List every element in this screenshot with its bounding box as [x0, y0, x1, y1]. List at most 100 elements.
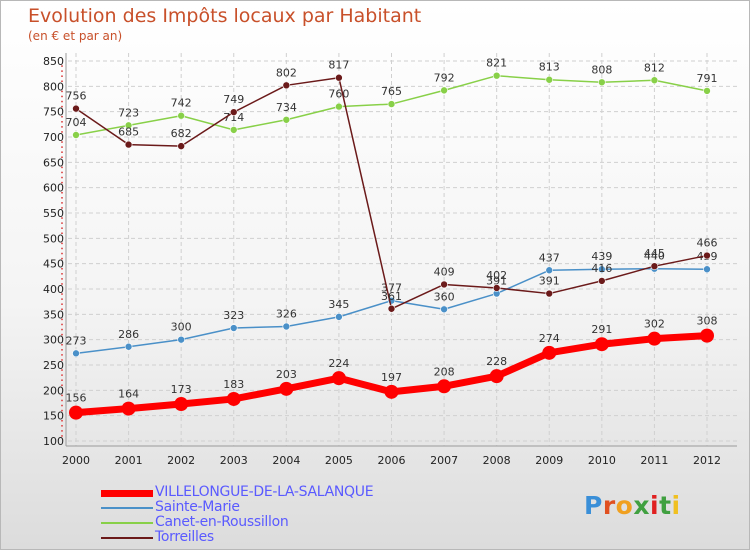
chart-title: Evolution des Impôts locaux par Habitant: [28, 5, 422, 27]
data-label-sainte-marie: 323: [223, 309, 244, 322]
data-label-canet-en-roussillon: 792: [434, 71, 455, 84]
y-tick-label: 600: [43, 182, 64, 195]
y-tick-label: 700: [43, 131, 64, 144]
data-label-sainte-marie: 440: [644, 250, 665, 263]
logo-letter: i: [650, 491, 660, 520]
data-label-villelongue-de-la-salanque: 302: [644, 318, 665, 331]
data-label-villelongue-de-la-salanque: 291: [591, 323, 612, 336]
legend-swatch: [101, 489, 153, 497]
data-label-sainte-marie: 437: [539, 251, 560, 264]
x-tick-label: 2003: [220, 454, 248, 467]
data-point-torreilles: [440, 280, 448, 289]
logo-letter: x: [633, 491, 650, 520]
data-label-canet-en-roussillon: 812: [644, 61, 665, 74]
data-label-torreilles: 445: [644, 247, 665, 260]
data-point-villelongue-de-la-salanque: [384, 384, 399, 399]
data-label-sainte-marie: 273: [66, 334, 87, 347]
logo-letter: r: [602, 491, 616, 520]
data-point-sainte-marie: [282, 322, 291, 331]
data-point-villelongue-de-la-salanque: [594, 337, 609, 352]
data-label-sainte-marie: 439: [591, 250, 612, 263]
chart-subtitle: (en € et par an): [28, 29, 123, 43]
line-chart: 1001502002503003504004505005506006507007…: [43, 53, 737, 467]
data-label-torreilles: 416: [591, 262, 612, 275]
data-label-villelongue-de-la-salanque: 164: [118, 388, 139, 401]
x-tick-label: 2012: [693, 454, 721, 467]
data-point-canet-en-roussillon: [335, 102, 343, 111]
data-point-sainte-marie: [229, 324, 238, 332]
data-point-canet-en-roussillon: [703, 87, 711, 95]
data-label-villelongue-de-la-salanque: 203: [276, 368, 297, 381]
data-label-canet-en-roussillon: 742: [171, 97, 192, 110]
data-label-villelongue-de-la-salanque: 156: [66, 392, 87, 405]
data-label-torreilles: 685: [118, 126, 139, 139]
y-tick-label: 200: [43, 384, 64, 397]
data-point-canet-en-roussillon: [440, 86, 448, 95]
data-point-villelongue-de-la-salanque: [331, 371, 346, 386]
data-point-torreilles: [492, 284, 501, 292]
data-label-torreilles: 817: [328, 59, 349, 72]
data-point-torreilles: [650, 262, 659, 271]
data-point-sainte-marie: [598, 265, 606, 274]
data-label-canet-en-roussillon: 734: [276, 101, 297, 114]
x-tick-label: 2001: [115, 454, 143, 467]
data-label-canet-en-roussillon: 808: [591, 63, 612, 76]
data-label-sainte-marie: 286: [118, 328, 139, 341]
data-label-canet-en-roussillon: 821: [486, 57, 507, 70]
logo-letter: o: [615, 491, 634, 520]
data-point-sainte-marie: [545, 266, 554, 275]
data-label-torreilles: 749: [223, 93, 244, 106]
data-point-canet-en-roussillon: [282, 115, 291, 124]
logo-letter: i: [671, 491, 681, 520]
data-label-torreilles: 391: [539, 275, 560, 288]
data-label-torreilles: 409: [434, 265, 455, 278]
data-point-torreilles: [229, 108, 238, 116]
data-label-sainte-marie: 391: [486, 275, 507, 288]
y-tick-label: 150: [43, 410, 64, 423]
legend-swatch: [101, 522, 153, 524]
data-label-sainte-marie: 300: [171, 321, 192, 334]
x-tick-label: 2009: [535, 454, 563, 467]
data-label-canet-en-roussillon: 714: [223, 111, 244, 124]
data-label-canet-en-roussillon: 723: [118, 106, 139, 119]
y-tick-label: 850: [43, 55, 64, 68]
y-tick-label: 300: [43, 334, 64, 347]
data-point-villelongue-de-la-salanque: [647, 331, 662, 346]
data-label-torreilles: 402: [486, 269, 507, 282]
y-tick-label: 750: [43, 106, 64, 119]
data-point-villelongue-de-la-salanque: [279, 381, 294, 396]
data-point-villelongue-de-la-salanque: [437, 379, 452, 394]
y-tick-label: 350: [43, 308, 64, 321]
y-tick-label: 100: [43, 435, 64, 448]
data-label-villelongue-de-la-salanque: 197: [381, 371, 402, 384]
data-point-canet-en-roussillon: [72, 131, 80, 139]
data-point-torreilles: [177, 142, 185, 150]
data-label-torreilles: 756: [66, 90, 87, 103]
legend-swatch: [101, 507, 153, 509]
data-point-villelongue-de-la-salanque: [226, 391, 241, 406]
data-label-villelongue-de-la-salanque: 208: [434, 365, 455, 378]
x-tick-label: 2008: [483, 454, 511, 467]
data-point-torreilles: [282, 81, 291, 90]
data-point-torreilles: [72, 104, 80, 113]
data-label-canet-en-roussillon: 704: [66, 116, 87, 129]
data-point-sainte-marie: [703, 265, 711, 274]
data-point-canet-en-roussillon: [650, 76, 659, 85]
data-point-canet-en-roussillon: [492, 71, 501, 80]
x-tick-label: 2005: [325, 454, 353, 467]
y-tick-label: 550: [43, 207, 64, 220]
y-tick-label: 450: [43, 258, 64, 271]
data-label-sainte-marie: 326: [276, 307, 297, 320]
data-point-canet-en-roussillon: [545, 75, 554, 84]
data-point-sainte-marie: [335, 313, 343, 321]
data-point-villelongue-de-la-salanque: [174, 397, 189, 412]
legend-swatch: [101, 537, 153, 539]
data-label-villelongue-de-la-salanque: 274: [539, 332, 560, 345]
data-label-villelongue-de-la-salanque: 308: [697, 315, 718, 328]
data-point-villelongue-de-la-salanque: [121, 401, 136, 416]
data-point-canet-en-roussillon: [387, 100, 396, 108]
data-point-sainte-marie: [177, 335, 185, 344]
legend-label: Canet-en-Roussillon: [155, 514, 289, 530]
x-tick-label: 2011: [640, 454, 668, 467]
